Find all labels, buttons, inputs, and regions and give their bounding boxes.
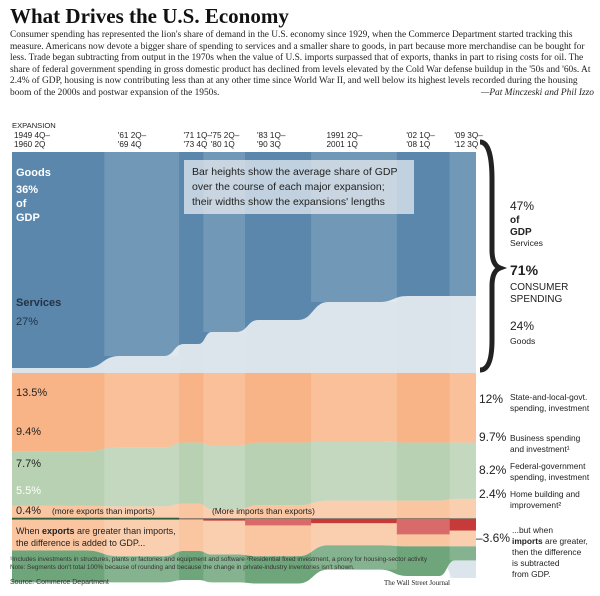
- end-business-label2: and investment¹: [510, 444, 570, 454]
- net-exports-bar-6: [396, 519, 450, 535]
- lower-stripe-3: [203, 373, 246, 583]
- x-axis-label: EXPANSION: [12, 121, 56, 130]
- goods-start-label: Goods: [16, 167, 51, 179]
- end-services-value: 47%: [510, 199, 534, 213]
- series-state-local-band: [12, 373, 476, 452]
- end-federal-value: 8.2%: [479, 463, 507, 477]
- net-exports-bar-7: [449, 519, 476, 531]
- expansion-label-3-b: '80 1Q: [211, 140, 235, 149]
- end-net-label1: ...but when: [512, 525, 553, 535]
- series-home-band: [12, 545, 476, 584]
- net-exports-bar-1: [104, 517, 180, 519]
- end-state-value: 12%: [479, 392, 503, 406]
- end-net-label5: from GDP.: [512, 569, 550, 579]
- expansion-label-1-a: '61 2Q–: [118, 131, 147, 140]
- end-services-of: of: [510, 215, 520, 226]
- home-start-value: 5.5%: [16, 485, 41, 497]
- expansion-label-5-a: 1991 2Q–: [327, 131, 363, 140]
- end-net-value: –3.6%: [476, 531, 510, 545]
- end-consumer-value: 71%: [510, 262, 539, 278]
- net-exports-bar-2: [179, 519, 204, 520]
- source-line: Source: Commerce Department: [10, 579, 109, 586]
- end-services-label: Services: [510, 238, 543, 248]
- net-exports-bar-0: [12, 517, 105, 519]
- intro-text: Consumer spending has represented the li…: [10, 30, 591, 98]
- expansion-label-1-b: '69 4Q: [118, 140, 142, 149]
- exports-start-value: 0.4%: [16, 505, 41, 517]
- end-goods-label: Goods: [510, 336, 535, 346]
- end-goods-value: 24%: [510, 319, 534, 333]
- expansion-label-4-b: '90 3Q: [257, 140, 281, 149]
- byline: —Pat Minczeski and Phil Izzo: [480, 87, 594, 98]
- expansion-label-0-a: 1949 4Q–: [14, 131, 50, 140]
- net-exports-bar-3: [203, 519, 246, 521]
- lower-stripe-7: [449, 373, 476, 561]
- end-business-value: 9.7%: [479, 430, 507, 444]
- series-federal-band: [12, 498, 476, 557]
- end-consumer-label2: SPENDING: [510, 294, 562, 305]
- expansion-label-4-a: '83 1Q–: [257, 131, 286, 140]
- federal-start-value: 7.7%: [16, 458, 41, 470]
- expansion-label-0-b: 1960 2Q: [14, 140, 45, 149]
- services-start-value: 27%: [16, 316, 38, 328]
- expansion-label-2-a: '71 1Q–: [183, 131, 212, 140]
- note-box-line-0: Bar heights show the average share of GD…: [192, 166, 397, 178]
- consumer-brace: [479, 139, 508, 373]
- net-exports-bar-5: [311, 519, 397, 524]
- lower-stripe-1: [104, 373, 180, 583]
- end-home-value: 2.4%: [479, 487, 507, 501]
- end-home-label2: improvement²: [510, 500, 561, 510]
- lower-stripe-5: [311, 373, 397, 570]
- state-start-value: 13.5%: [16, 387, 47, 399]
- end-consumer-label1: CONSUMER: [510, 282, 568, 293]
- intro-paragraph: Consumer spending has represented the li…: [10, 30, 594, 100]
- end-business-label1: Business spending: [510, 433, 581, 443]
- net-exports-bar-4: [245, 519, 312, 526]
- footnote-note: Note: Segments don't total 100% because …: [10, 564, 355, 571]
- goods-stripe-1: [104, 152, 180, 356]
- note-box-line-1: over the course of each major expansion;: [192, 181, 385, 193]
- exports-note-line2: the difference is added to GDP...: [16, 538, 145, 548]
- imports-text: (More imports than exports): [212, 506, 315, 516]
- end-federal-label1: Federal-government: [510, 461, 586, 471]
- page-title: What Drives the U.S. Economy: [10, 4, 289, 28]
- expansion-label-2-b: '73 4Q: [183, 140, 207, 149]
- end-net-label2: imports are greater,: [512, 536, 588, 546]
- footnote-1: ¹Includes investments in structures, pla…: [10, 556, 428, 563]
- expansion-label-5-b: 2001 1Q: [327, 140, 358, 149]
- expansion-label-7-a: '09 3Q–: [454, 131, 483, 140]
- expansion-label-3-a: '75 2Q–: [211, 131, 240, 140]
- business-start-value: 9.4%: [16, 426, 41, 438]
- exports-start-text: (more exports than imports): [52, 506, 155, 516]
- end-state-label2: spending, investment: [510, 403, 590, 413]
- end-net-label3: then the difference: [512, 547, 582, 557]
- goods-stripe-7: [449, 152, 476, 296]
- services-start-label: Services: [16, 297, 61, 309]
- exports-note-line1: When exports are greater than imports,: [16, 526, 176, 536]
- end-net-label4: is subtracted: [512, 558, 560, 568]
- note-box-line-2: their widths show the expansions' length…: [192, 196, 385, 208]
- credit-line: The Wall Street Journal: [384, 579, 450, 587]
- end-home-label1: Home building and: [510, 489, 580, 499]
- expansion-label-7-b: '12 3Q: [454, 140, 478, 149]
- series-business-band: [12, 441, 476, 510]
- end-federal-label2: spending, investment: [510, 472, 590, 482]
- expansion-label-6-a: '02 1Q–: [406, 131, 435, 140]
- end-services-gdp: GDP: [510, 227, 532, 238]
- goods-start-of: of: [16, 198, 27, 210]
- goods-start-gdp: GDP: [16, 212, 40, 224]
- end-state-label1: State-and-local-govt.: [510, 392, 587, 402]
- note-box: [184, 160, 414, 214]
- expansion-label-6-b: '08 1Q: [406, 140, 430, 149]
- goods-start-value: 36%: [16, 184, 38, 196]
